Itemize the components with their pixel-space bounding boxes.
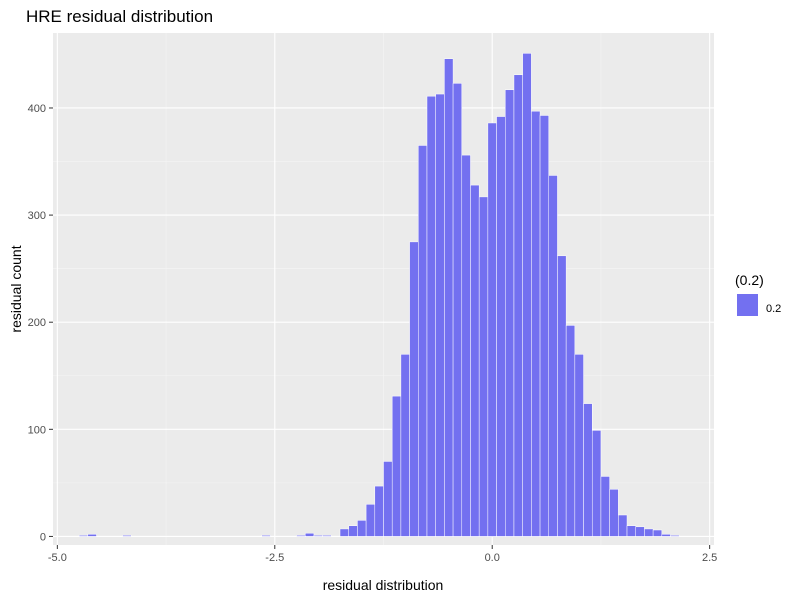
histogram-bar (383, 461, 393, 537)
histogram-bar (261, 535, 271, 537)
histogram-bar (313, 535, 323, 537)
histogram-bar (435, 93, 445, 537)
y-tick-label: 100 (28, 424, 46, 436)
histogram-bar (478, 196, 489, 537)
histogram-bar (522, 53, 532, 537)
histogram-bar (87, 534, 97, 537)
histogram-bar (348, 525, 358, 537)
histogram-bar (400, 354, 410, 537)
histogram-bar (426, 95, 436, 537)
x-tick-label: 0.0 (485, 552, 500, 564)
chart-title: HRE residual distribution (26, 7, 213, 26)
y-tick-label: 0 (40, 531, 46, 543)
histogram-bar (661, 534, 671, 537)
histogram-bar (591, 430, 602, 537)
histogram-bar (635, 526, 645, 537)
histogram-bar (122, 535, 132, 537)
x-axis-ticks: -5.0 -2.5 0.0 2.5 (48, 545, 717, 564)
x-axis-title: residual distribution (323, 577, 444, 593)
histogram-bar (670, 535, 680, 537)
y-axis-title: residual count (8, 245, 24, 332)
histogram-bar (600, 476, 610, 537)
histogram-bar (505, 89, 515, 537)
x-tick-label: 2.5 (702, 552, 717, 564)
legend-key-swatch (737, 294, 758, 316)
y-axis-ticks: 0 100 200 300 400 (28, 103, 53, 543)
histogram-bar (461, 154, 471, 537)
histogram-bar (444, 58, 454, 537)
histogram-bar (78, 535, 89, 537)
histogram-bar (470, 184, 480, 537)
x-tick-label: -5.0 (48, 552, 67, 564)
histogram-bar (322, 535, 332, 537)
histogram-bar (296, 535, 306, 537)
histogram-bar (583, 403, 593, 537)
histogram-bar (357, 520, 367, 537)
legend-label: 0.2 (766, 303, 781, 315)
histogram-bar (487, 122, 497, 537)
histogram-bar (391, 395, 402, 537)
histogram-bar (409, 241, 419, 537)
histogram-bar (574, 354, 584, 537)
histogram-bar (626, 525, 636, 537)
histogram-bar (304, 532, 315, 537)
y-tick-label: 200 (28, 317, 46, 329)
histogram-bar (609, 489, 619, 537)
histogram-bar (452, 83, 463, 537)
histogram-bar (618, 514, 628, 537)
histogram-bar (531, 110, 541, 537)
histogram-bar (418, 145, 428, 537)
legend: (0.2) 0.2 (735, 272, 781, 316)
histogram-bar (644, 528, 654, 537)
histogram-bars (78, 53, 680, 537)
x-tick-label: -2.5 (265, 552, 284, 564)
y-tick-label: 300 (28, 210, 46, 222)
histogram-bar (539, 115, 549, 537)
histogram-bar (513, 74, 523, 537)
histogram-bar (548, 175, 558, 537)
histogram-bar (339, 528, 349, 537)
histogram-bar (565, 325, 576, 537)
histogram-bar (557, 255, 567, 537)
histogram-bar (496, 116, 506, 537)
histogram-bar (652, 529, 663, 537)
legend-title: (0.2) (735, 272, 764, 288)
histogram-bar (365, 504, 376, 537)
y-tick-label: 400 (28, 103, 46, 115)
histogram-bar (374, 485, 384, 537)
